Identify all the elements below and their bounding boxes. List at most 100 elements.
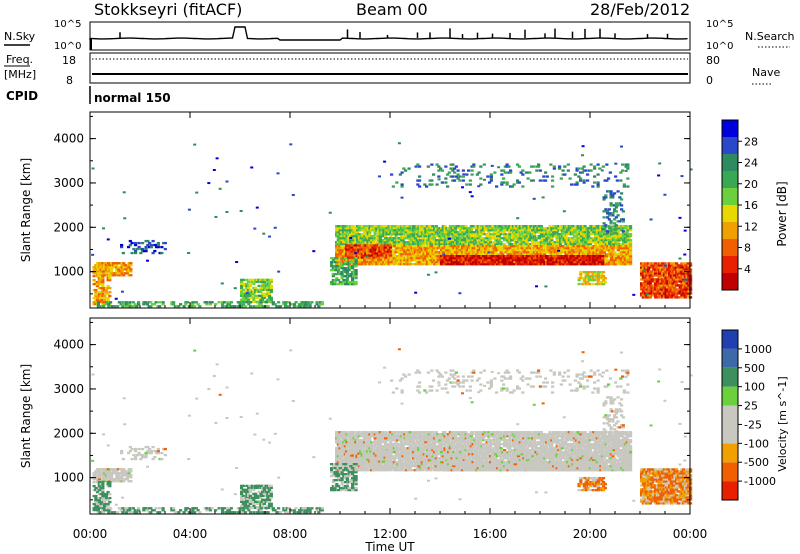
- power-cell: [527, 245, 531, 248]
- power-cell: [689, 274, 693, 277]
- power-cell: [580, 171, 584, 174]
- power-cell: [552, 247, 556, 250]
- power-cell: [433, 227, 437, 230]
- power-cell: [245, 286, 249, 290]
- power-cell: [576, 253, 580, 256]
- power-cell: [373, 235, 377, 238]
- power-cell: [666, 286, 670, 289]
- power-cell: [354, 233, 358, 236]
- power-cell: [350, 241, 354, 244]
- power-cell: [97, 294, 101, 298]
- power-cell: [383, 248, 387, 251]
- power-cell: [682, 262, 686, 265]
- power-cell: [655, 266, 659, 269]
- power-cell: [532, 251, 536, 254]
- power-cell: [571, 247, 575, 250]
- power-cell: [462, 229, 466, 232]
- power-cell: [461, 247, 465, 250]
- power-cell: [552, 235, 556, 238]
- power-cell: [503, 225, 507, 228]
- power-cell: [648, 272, 652, 275]
- power-cell: [259, 280, 263, 284]
- power-cell: [678, 286, 682, 289]
- power-cell: [459, 241, 463, 244]
- power-cell: [576, 259, 580, 262]
- power-cell: [604, 235, 608, 238]
- power-cell: [666, 290, 670, 293]
- power-cell: [417, 227, 421, 230]
- power-cell: [506, 225, 510, 228]
- power-cell: [548, 247, 552, 250]
- power-cell: [499, 237, 503, 240]
- power-cell: [587, 247, 591, 250]
- power-cell: [335, 231, 339, 234]
- power-cell: [492, 245, 496, 248]
- power-cell: [506, 251, 510, 254]
- power-cell: [115, 272, 119, 275]
- power-cell: [559, 259, 563, 262]
- power-cell: [175, 305, 179, 308]
- power-cell: [591, 272, 595, 276]
- power-cell: [659, 286, 663, 289]
- power-cell: [583, 257, 587, 260]
- power-cell: [562, 251, 566, 254]
- power-cell: [476, 235, 480, 238]
- power-cell: [492, 235, 496, 238]
- power-cell: [574, 260, 578, 264]
- power-cell: [374, 246, 378, 249]
- power-cell: [562, 235, 566, 238]
- power-cell: [566, 227, 570, 230]
- power-cell: [415, 243, 419, 246]
- power-cell: [687, 276, 691, 279]
- power-cell: [473, 245, 477, 248]
- power-cell: [448, 257, 452, 260]
- power-cell: [592, 259, 596, 262]
- power-cell: [450, 225, 454, 228]
- power-cell: [567, 257, 571, 260]
- power-cell: [597, 243, 601, 246]
- power-cell: [662, 272, 666, 275]
- power-cell: [569, 257, 573, 260]
- power-cell: [562, 257, 566, 260]
- power-cell: [401, 260, 405, 264]
- power-cell: [252, 290, 256, 294]
- power-cell: [389, 262, 393, 266]
- power-cell: [385, 229, 389, 232]
- power-cell: [357, 254, 361, 257]
- power-cell: [560, 237, 564, 240]
- power-cell: [346, 248, 350, 251]
- power-cell: [599, 233, 603, 236]
- power-cell: [149, 243, 153, 247]
- power-cell: [678, 268, 682, 271]
- power-cell: [499, 262, 503, 266]
- power-cell: [241, 294, 245, 297]
- power-cell: [282, 301, 286, 304]
- power-cell: [354, 237, 358, 240]
- power-cell: [489, 233, 493, 236]
- power-cell: [356, 239, 360, 242]
- power-cell: [375, 227, 379, 230]
- power-cell: [229, 301, 233, 304]
- power-cell: [534, 237, 538, 240]
- power-cell: [522, 253, 526, 256]
- power-cell: [517, 229, 521, 232]
- power-cell: [534, 259, 538, 262]
- power-cell: [599, 225, 603, 228]
- power-cell: [574, 227, 578, 230]
- power-cell: [551, 179, 555, 182]
- power-cell: [527, 229, 531, 232]
- power-cell: [577, 278, 581, 282]
- power-cell: [383, 246, 387, 249]
- power-cell: [571, 249, 575, 252]
- power-cell: [525, 225, 529, 228]
- power-cell: [594, 262, 598, 266]
- power-cell: [524, 231, 528, 234]
- power-cell: [581, 229, 585, 232]
- power-cell: [567, 259, 571, 262]
- power-cell: [92, 296, 96, 300]
- power-cell: [606, 253, 610, 256]
- power-cell: [381, 256, 385, 259]
- power-cell: [585, 260, 589, 264]
- power-cell: [508, 225, 512, 228]
- power-cell: [531, 227, 535, 230]
